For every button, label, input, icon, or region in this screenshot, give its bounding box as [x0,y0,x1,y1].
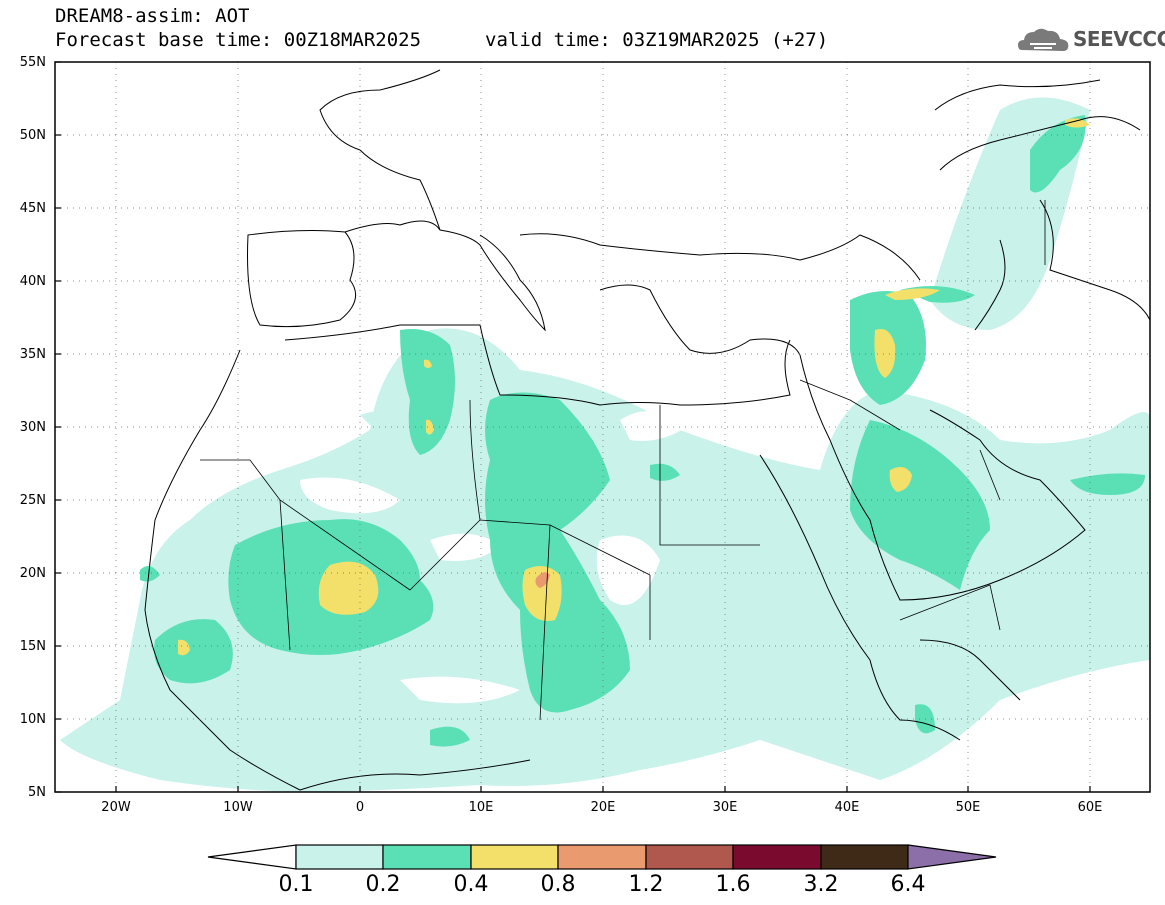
lat-label: 40N [19,274,46,289]
colorbar-swatch-0 [207,844,297,870]
colorbar-label: 6.4 [890,872,926,897]
colorbar-label: 1.6 [715,872,751,897]
lon-label: 60E [1077,800,1103,815]
lon-label: 50E [955,800,981,815]
colorbar-swatch-3 [470,844,559,870]
aot-level-0.4 [178,118,1090,656]
colorbar-label: 0.4 [453,872,489,897]
lat-label: 25N [19,493,46,508]
colorbar-swatch-2 [382,844,472,870]
lat-label: 20N [19,566,46,581]
valid-time: valid time: 03Z19MAR2025 (+27) [485,29,829,51]
colorbar-label: 1.2 [628,872,664,897]
grid [55,62,1150,792]
colorbar-swatch-4 [557,844,647,870]
lat-label: 50N [19,128,46,143]
lon-label: 0 [355,800,365,815]
product-title: DREAM8-assim: AOT [55,5,250,27]
lon-label: 20E [590,800,616,815]
lat-label: 55N [19,55,46,70]
colorbar-label: 0.2 [365,872,401,897]
lon-label: 30E [712,800,738,815]
colorbar-label: 3.2 [803,872,839,897]
logo-text: SEEVCCC [1073,27,1165,51]
lat-label: 45N [19,201,46,216]
colorbar-swatch-7 [820,844,909,870]
colorbar-swatch-5 [645,844,734,870]
forecast-base-time: Forecast base time: 00Z18MAR2025 [55,29,422,51]
axis-ticks [55,61,1091,793]
cloud-icon [1018,28,1069,51]
colorbar [207,844,997,870]
lon-label: 10W [223,800,253,815]
coastlines [144,69,1150,791]
lat-label: 30N [19,420,46,435]
colorbar-label: 0.8 [540,872,576,897]
colorbar-swatch-1 [295,844,384,870]
lat-label: 10N [19,712,46,727]
colorbar-swatch-6 [732,844,822,870]
lat-label: 5N [28,785,46,800]
colorbar-swatch-8 [907,844,997,870]
lon-label: 10E [468,800,494,815]
lon-label: 40E [834,800,860,815]
country-borders [200,200,1046,721]
lon-label: 20W [101,800,131,815]
lat-label: 15N [19,639,46,654]
lat-label: 35N [19,347,46,362]
aot-level-0.8 [535,572,550,588]
colorbar-label: 0.1 [278,872,314,897]
